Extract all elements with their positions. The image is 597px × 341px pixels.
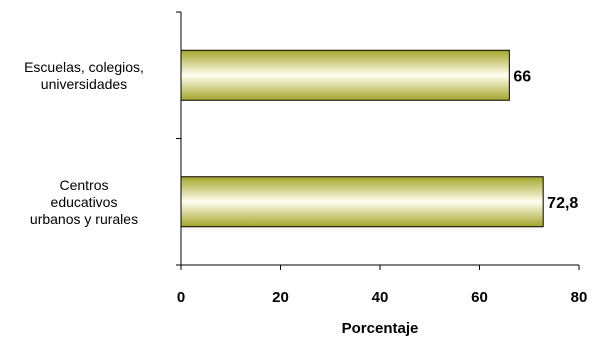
x-tick-label: 20 <box>272 289 289 306</box>
bar-0 <box>180 49 510 101</box>
data-label-1: 72,8 <box>547 195 578 212</box>
data-label-0: 66 <box>513 68 531 85</box>
x-tick-label: 40 <box>372 289 389 306</box>
category-labels-layer: Escuelas, colegios, universidades Centros e… <box>24 59 144 227</box>
bar-1 <box>180 176 544 228</box>
x-tick-label: 60 <box>471 289 488 306</box>
category-label-0: Escuelas, colegios, universidades <box>24 59 144 92</box>
axis-layer <box>176 11 580 270</box>
tick-labels-layer: 0 20 40 60 80 <box>177 289 588 306</box>
x-tick-label: 0 <box>177 289 185 306</box>
x-tick-label: 80 <box>571 289 588 306</box>
x-axis-title: Porcentaje <box>342 320 419 337</box>
category-label-1: Centros educativos urbanos y rurales <box>30 177 138 227</box>
bars-layer <box>180 49 544 228</box>
data-labels-layer: 66 72,8 <box>513 68 578 212</box>
